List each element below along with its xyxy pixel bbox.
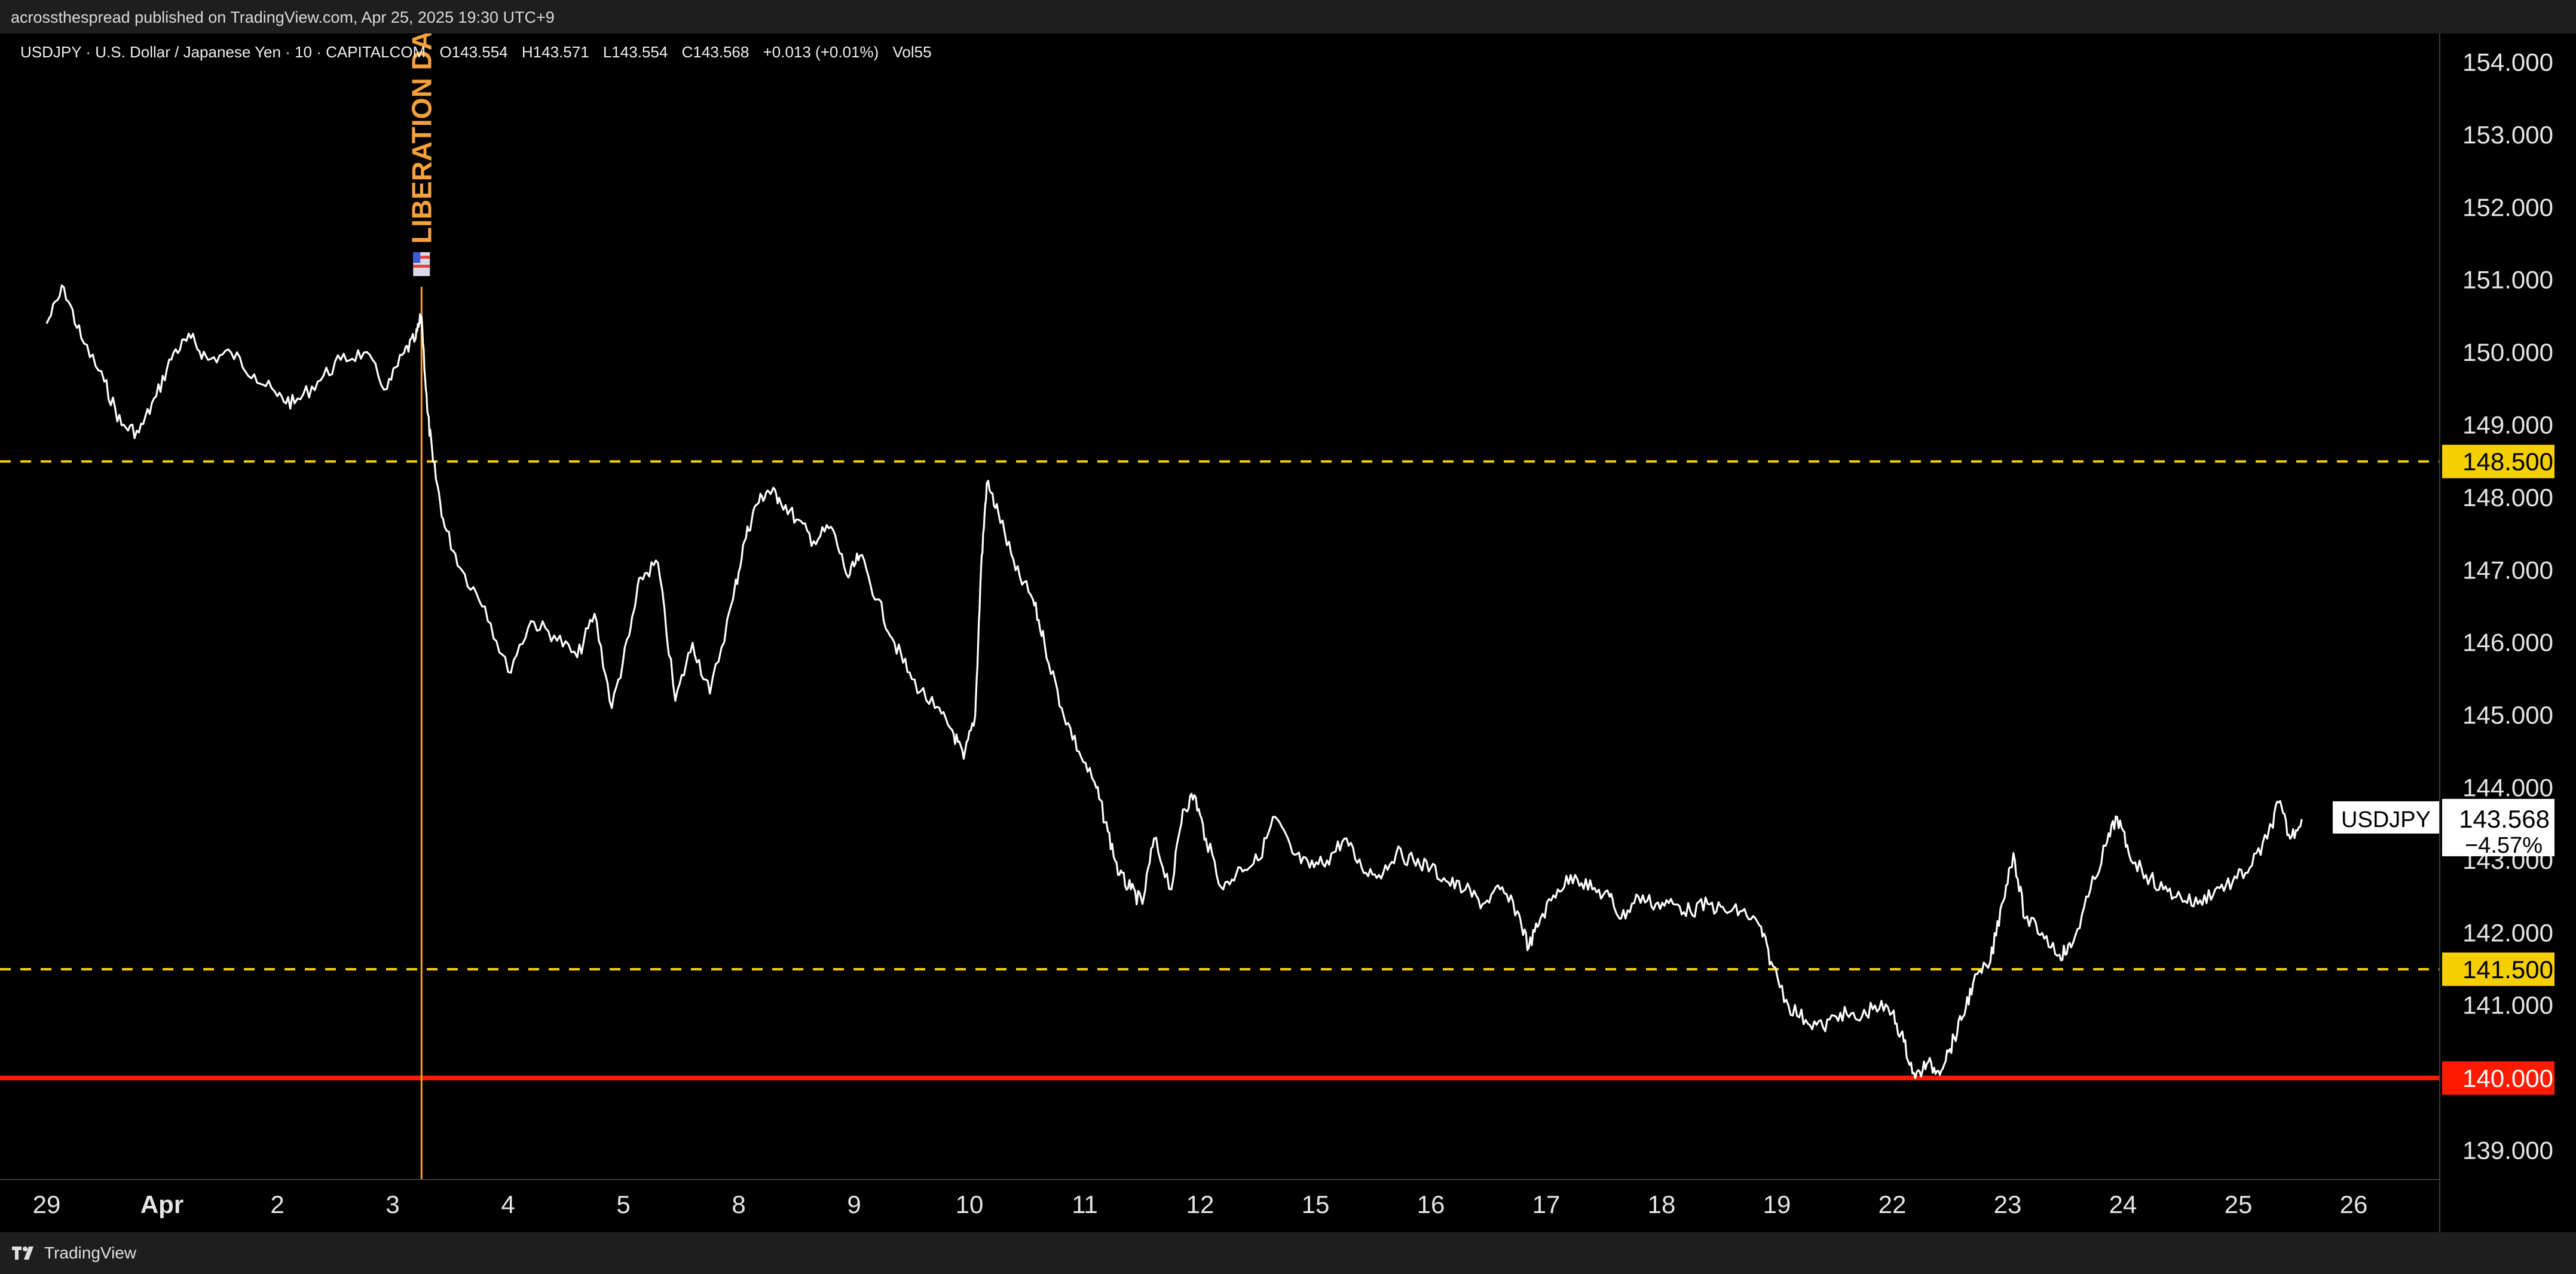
x-tick-label: 9 <box>847 1190 861 1218</box>
y-tick-label: 142.000 <box>2462 918 2553 947</box>
price-series <box>45 284 2303 1079</box>
y-tick-label: 151.000 <box>2462 266 2553 294</box>
x-tick-label: 16 <box>1417 1190 1445 1218</box>
legend-close: C143.568 <box>681 43 749 61</box>
x-tick-label: 5 <box>616 1190 630 1218</box>
x-tick-label: 18 <box>1648 1190 1676 1218</box>
level-price-tag-label: 141.500 <box>2462 956 2553 984</box>
tradingview-logo[interactable]: TradingView <box>12 1243 136 1263</box>
x-tick-label: 8 <box>732 1190 745 1218</box>
level-price-tag <box>2442 445 2554 479</box>
y-tick-label: 146.000 <box>2462 629 2553 657</box>
event-label: LIBERATION DAY <box>406 33 437 244</box>
x-tick-label: 10 <box>956 1190 984 1218</box>
price-tags: 148.500 141.500 140.000 USDJPY 143.568−4.57% <box>2333 445 2554 1095</box>
x-tick-label: 29 <box>33 1190 61 1218</box>
legend-volume: Vol55 <box>892 43 932 61</box>
horizontal-levels <box>0 460 2440 1081</box>
last-price-value: 143.568 <box>2459 805 2550 833</box>
x-tick-label: 3 <box>386 1190 399 1218</box>
legend-symbol: USDJPY · U.S. Dollar / Japanese Yen · 10… <box>20 43 426 61</box>
publish-bar: acrossthespread published on TradingView… <box>0 0 2576 33</box>
y-tick-label: 145.000 <box>2462 701 2553 729</box>
level-price-tag <box>2442 952 2554 986</box>
x-tick-label: Apr <box>140 1190 183 1218</box>
y-tick-label: 154.000 <box>2462 48 2553 76</box>
level-price-tag-label: 148.500 <box>2462 448 2553 476</box>
event-marker: LIBERATION DAY <box>406 33 437 1180</box>
x-tick-label: 4 <box>501 1190 515 1218</box>
y-tick-label: 144.000 <box>2462 773 2553 801</box>
flag-icon-stripe <box>413 265 430 268</box>
x-tick-label: 26 <box>2340 1190 2368 1218</box>
level-price-tag <box>2442 1061 2554 1095</box>
legend-change: +0.013 (+0.01%) <box>763 43 879 61</box>
flag-icon-stripe <box>420 256 430 259</box>
published-by-text: acrossthespread published on TradingView… <box>11 8 555 26</box>
symbol-tag-label: USDJPY <box>2341 807 2431 832</box>
flag-icon-canton <box>413 252 421 263</box>
y-tick-label: 141.000 <box>2462 991 2553 1019</box>
legend-high: H143.571 <box>521 43 589 61</box>
x-tick-label: 15 <box>1302 1190 1330 1218</box>
x-tick-label: 19 <box>1763 1190 1791 1218</box>
x-tick-label: 17 <box>1532 1190 1561 1218</box>
x-tick-label: 12 <box>1186 1190 1214 1218</box>
tradingview-logo-icon <box>12 1247 33 1260</box>
y-tick-label: 147.000 <box>2462 556 2553 584</box>
legend-low: L143.554 <box>602 43 668 61</box>
tradingview-brand-text: TradingView <box>44 1244 137 1262</box>
x-tick-label: 2 <box>270 1190 284 1218</box>
y-tick-label: 148.000 <box>2462 483 2553 512</box>
x-tick-label: 23 <box>1994 1190 2022 1218</box>
y-tick-label: 139.000 <box>2462 1136 2553 1164</box>
symbol-tag <box>2333 801 2439 834</box>
x-tick-label: 22 <box>1879 1190 1907 1218</box>
x-tick-label: 24 <box>2109 1190 2137 1218</box>
x-tick-label: 25 <box>2225 1190 2253 1218</box>
price-line <box>45 284 2303 1079</box>
y-tick-label: 149.000 <box>2462 411 2553 439</box>
x-tick-label: 11 <box>1072 1190 1098 1218</box>
y-tick-label: 153.000 <box>2462 121 2553 149</box>
footer-bar: TradingView <box>0 1232 2576 1274</box>
chart-legend: USDJPY · U.S. Dollar / Japanese Yen · 10… <box>20 43 941 62</box>
axes: 139.000140.000141.000142.000143.000144.0… <box>0 33 2553 1232</box>
level-price-tag-label: 140.000 <box>2462 1064 2553 1092</box>
price-chart[interactable]: LIBERATION DAY 139.000 140.000 141.000 142.… <box>0 33 2576 1232</box>
y-tick-label: 150.000 <box>2462 338 2553 366</box>
y-tick-label: 152.000 <box>2462 193 2553 221</box>
last-price-change: −4.57% <box>2465 833 2543 858</box>
legend-open: O143.554 <box>439 43 508 61</box>
chart-area[interactable]: LIBERATION DAY 139.000 140.000 141.000 142.… <box>0 33 2576 1232</box>
last-price-tag <box>2442 798 2554 856</box>
